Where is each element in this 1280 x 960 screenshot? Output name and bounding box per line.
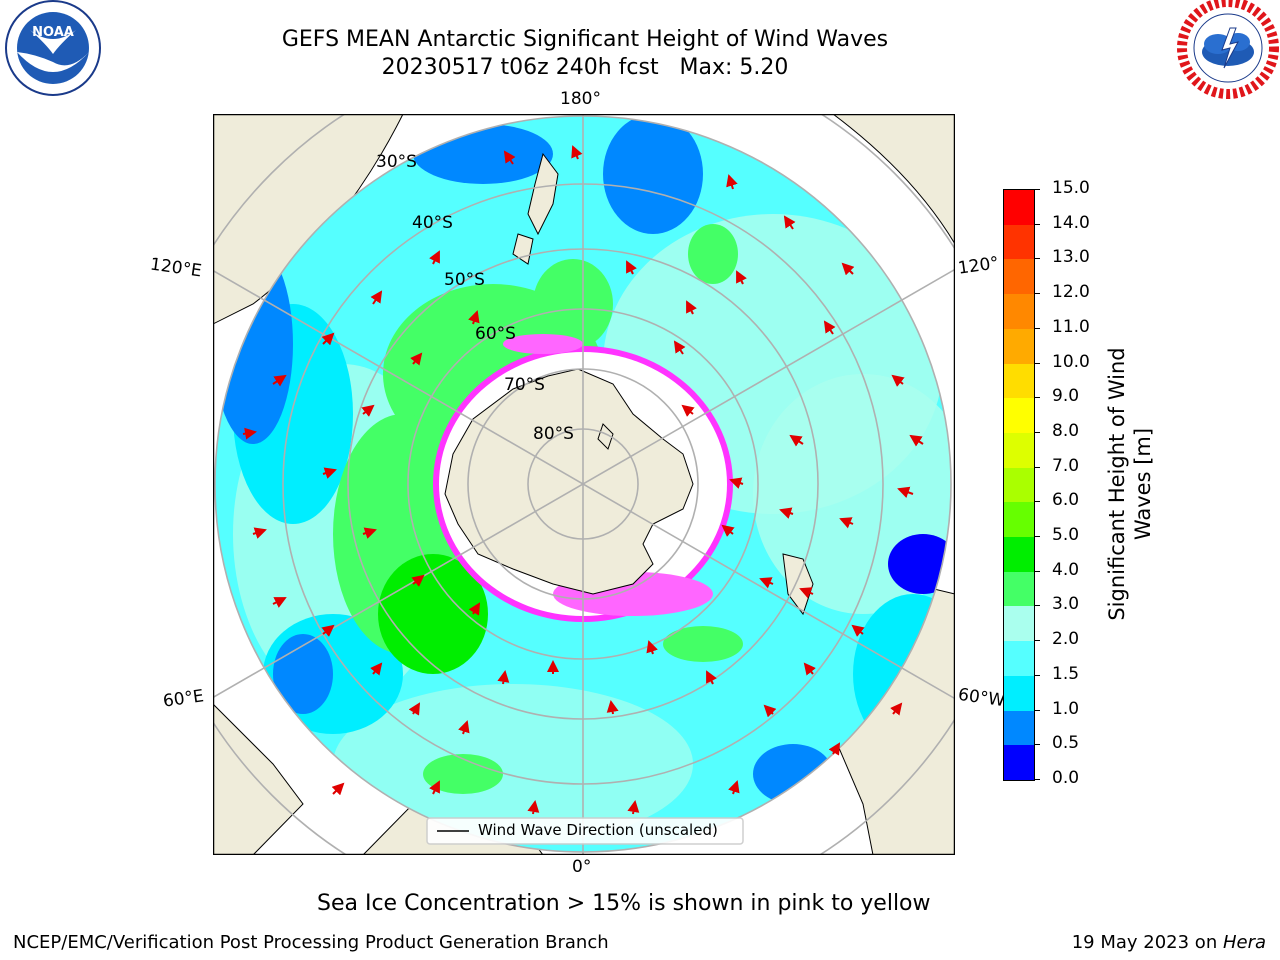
lat-label-80s: 80°S (533, 424, 574, 444)
colorbar-segment (1004, 259, 1034, 295)
map-legend-label: Wind Wave Direction (unscaled) (478, 821, 718, 839)
noaa-logo-text: NOAA (32, 25, 74, 40)
chart-subtitle: 20230517 t06z 240h fcst Max: 5.20 (381, 55, 789, 80)
colorbar-segment (1004, 224, 1034, 260)
colorbar-tick-mark (1034, 327, 1040, 329)
lon-label-180: 180° (560, 89, 601, 109)
noaa-logo: NOAA (5, 0, 101, 96)
colorbar-segment (1004, 398, 1034, 433)
colorbar-tick-mark (1034, 189, 1040, 190)
colorbar-tick-mark (1034, 674, 1040, 676)
lat-label-40s: 40°S (412, 213, 453, 233)
colorbar-segment (1004, 363, 1034, 399)
colorbar-segment (1004, 675, 1034, 711)
colorbar-segment (1004, 328, 1034, 364)
lat-label-50s: 50°S (444, 270, 485, 290)
colorbar-tick-label: 7.0 (1052, 455, 1080, 476)
colorbar-tick-mark (1034, 536, 1040, 538)
sea-ice-note: Sea Ice Concentration > 15% is shown in … (317, 891, 931, 916)
lat-label-70s: 70°S (504, 375, 545, 395)
colorbar-tick-label: 1.0 (1052, 698, 1080, 719)
colorbar-tick-label: 10.0 (1052, 351, 1090, 372)
colorbar-segment (1004, 537, 1034, 572)
colorbar-tick-label: 6.0 (1052, 490, 1080, 511)
colorbar-segment (1004, 432, 1034, 468)
colorbar-tick-mark (1034, 605, 1040, 607)
colorbar-tick-label: 9.0 (1052, 386, 1080, 407)
footer-date: 19 May 2023 on Hera (1072, 932, 1266, 953)
colorbar-label: Significant Height of Wind Waves [m] (1104, 324, 1156, 644)
colorbar-tick-mark (1034, 744, 1040, 746)
map-legend-box (426, 817, 744, 845)
colorbar-tick-label: 1.5 (1052, 663, 1080, 684)
colorbar-segment (1004, 467, 1034, 503)
footer-date-text: 19 May 2023 on (1071, 932, 1223, 953)
chart-title: GEFS MEAN Antarctic Significant Height o… (281, 27, 889, 52)
colorbar-tick-mark (1034, 501, 1040, 503)
colorbar-segment (1004, 571, 1034, 607)
lat-label-30s: 30°S (376, 152, 417, 172)
colorbar-tick-mark (1034, 779, 1040, 780)
colorbar-tick-mark (1034, 223, 1040, 225)
colorbar-segment (1004, 745, 1034, 780)
colorbar-segment (1004, 710, 1034, 746)
nws-logo (1177, 0, 1279, 99)
colorbar-label-text: Significant Height of Wind Waves [m] (1105, 347, 1155, 621)
colorbar-tick-label: 0.0 (1052, 768, 1080, 788)
colorbar-tick-mark (1034, 640, 1040, 642)
colorbar-tick-label: 3.0 (1052, 594, 1080, 615)
lon-label-0: 0° (572, 857, 592, 877)
colorbar-tick-mark (1034, 397, 1040, 399)
lon-label-120w: 120° (956, 253, 1001, 279)
colorbar-tick-mark (1034, 258, 1040, 260)
colorbar-tick-mark (1034, 570, 1040, 572)
lon-label-60e: 60°E (161, 686, 206, 712)
colorbar-tick-label: 12.0 (1052, 282, 1090, 303)
colorbar-segment (1004, 606, 1034, 642)
lat-label-60s: 60°S (475, 324, 516, 344)
colorbar-tick-mark (1034, 362, 1040, 364)
colorbar-tick-mark (1034, 709, 1040, 711)
footer-branch: NCEP/EMC/Verification Post Processing Pr… (13, 932, 609, 953)
lon-label-60w: 60°W (956, 684, 1007, 712)
footer-machine: Hera (1222, 932, 1266, 953)
colorbar-tick-mark (1034, 466, 1040, 468)
colorbar-tick-label: 0.5 (1052, 733, 1080, 754)
colorbar-tick-label: 15.0 (1052, 178, 1090, 198)
colorbar-tick-label: 13.0 (1052, 247, 1090, 268)
colorbar-tick-label: 14.0 (1052, 212, 1090, 233)
colorbar-tick-mark (1034, 293, 1040, 295)
colorbar-tick-label: 11.0 (1052, 316, 1090, 337)
colorbar-tick-label: 5.0 (1052, 525, 1080, 546)
colorbar-tick-label: 4.0 (1052, 559, 1080, 580)
colorbar-tick-label: 8.0 (1052, 420, 1080, 441)
colorbar-segment (1004, 190, 1034, 225)
colorbar-segment (1004, 294, 1034, 329)
colorbar (1003, 189, 1035, 781)
polar-map (213, 114, 955, 855)
colorbar-tick-mark (1034, 431, 1040, 433)
lon-label-120e: 120°E (148, 254, 203, 282)
colorbar-segment (1004, 502, 1034, 538)
colorbar-segment (1004, 641, 1034, 676)
colorbar-tick-label: 2.0 (1052, 629, 1080, 650)
